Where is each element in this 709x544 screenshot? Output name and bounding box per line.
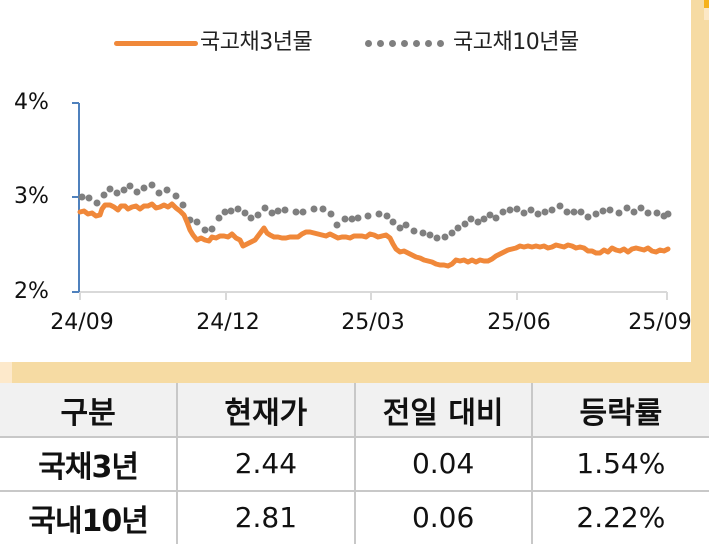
line-chart <box>72 102 672 300</box>
legend-label-3y: 국고채3년물 <box>200 30 313 55</box>
series-10y-dots <box>78 181 672 242</box>
series-3y-line <box>77 201 671 269</box>
table-row: 국내10년 2.81 0.06 2.22% <box>0 489 709 544</box>
yield-table: 구분 현재가 전일 대비 등락률 국채3년 2.44 0.04 1.54% 국내… <box>0 383 709 544</box>
y-axis-ticks <box>72 102 79 293</box>
row-label-10y: 국내10년 <box>0 489 179 544</box>
legend-dotted-line-icon <box>365 40 445 48</box>
row-label-3y: 국채3년 <box>0 436 179 492</box>
legend-label-10y: 국고채10년물 <box>453 30 579 55</box>
cell-change: 0.04 <box>353 436 533 492</box>
x-axis-ticks <box>79 292 668 300</box>
cell-change-rate: 1.54% <box>530 436 709 492</box>
legend-solid-line-icon <box>114 41 198 46</box>
x-tick-2503: 25/03 <box>341 310 405 335</box>
cell-change: 0.06 <box>353 489 533 544</box>
cell-current-price: 2.44 <box>176 436 356 492</box>
accent-band <box>0 362 709 383</box>
table-row: 국채3년 2.44 0.04 1.54% <box>0 436 709 492</box>
x-tick-2412: 24/12 <box>196 310 260 335</box>
header-change-rate: 등락률 <box>530 383 709 439</box>
cell-current-price: 2.81 <box>176 489 356 544</box>
x-tick-2506: 25/06 <box>487 310 551 335</box>
x-tick-2509: 25/09 <box>628 310 692 335</box>
y-tick-4: 4% <box>14 90 49 115</box>
y-tick-3: 3% <box>14 184 49 209</box>
cell-change-rate: 2.22% <box>530 489 709 544</box>
y-tick-2: 2% <box>14 279 49 304</box>
header-change: 전일 대비 <box>353 383 533 439</box>
right-accent-strip-top <box>704 0 709 8</box>
accent-band-left <box>0 362 12 383</box>
header-category: 구분 <box>0 383 179 439</box>
right-accent-strip <box>691 0 709 362</box>
x-tick-2409: 24/09 <box>50 310 114 335</box>
header-current-price: 현재가 <box>176 383 356 439</box>
right-accent-strip-light <box>704 8 709 20</box>
chart-legend: 국고채3년물 국고채10년물 <box>0 28 691 58</box>
table-header-row: 구분 현재가 전일 대비 등락률 <box>0 383 709 439</box>
